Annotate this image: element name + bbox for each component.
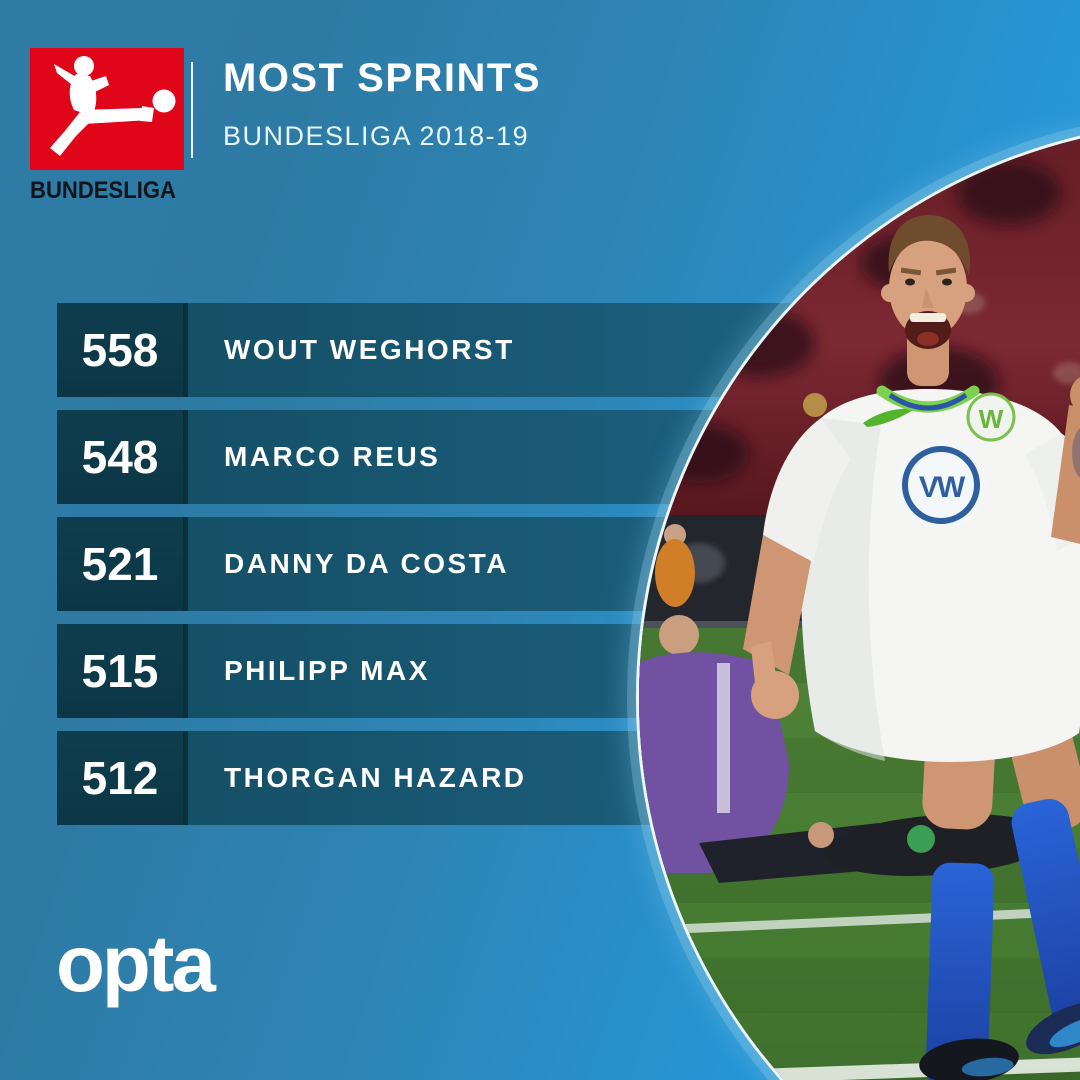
sprint-count: 548 <box>57 410 183 504</box>
player-photo: 9 W <box>636 120 1080 1080</box>
bundesliga-logo <box>30 48 184 170</box>
player-head <box>889 238 967 338</box>
page-subtitle: BUNDESLIGA 2018-19 <box>223 121 530 151</box>
tattoo <box>1072 428 1080 478</box>
header-divider <box>191 62 193 158</box>
steward-figure <box>655 524 695 607</box>
player-figure: 9 W <box>743 215 1080 1080</box>
opta-logo: opta <box>56 919 216 1008</box>
nike-swoosh-icon <box>863 408 915 427</box>
svg-text:W: W <box>979 404 1004 434</box>
sprint-count: 512 <box>57 731 183 825</box>
sprint-count: 521 <box>57 517 183 611</box>
wolfsburg-badge-icon: W <box>966 392 1016 442</box>
page-title: MOST SPRINTS <box>223 56 542 100</box>
sleeve-badge-icon <box>803 393 827 417</box>
bundesliga-kicker-icon <box>50 56 176 156</box>
sprint-count: 515 <box>57 624 183 718</box>
goalkeeper-figure <box>639 615 917 883</box>
sprint-count: 558 <box>57 303 183 397</box>
player-photo-scene: 9 W <box>639 123 1080 1080</box>
bundesliga-wordmark: BUNDESLIGA <box>30 177 176 204</box>
back-boot <box>1026 1001 1080 1055</box>
ball-icon <box>152 89 176 113</box>
svg-text:VW: VW <box>919 471 966 504</box>
vw-badge-icon: VW <box>896 440 986 530</box>
hair <box>888 215 971 275</box>
